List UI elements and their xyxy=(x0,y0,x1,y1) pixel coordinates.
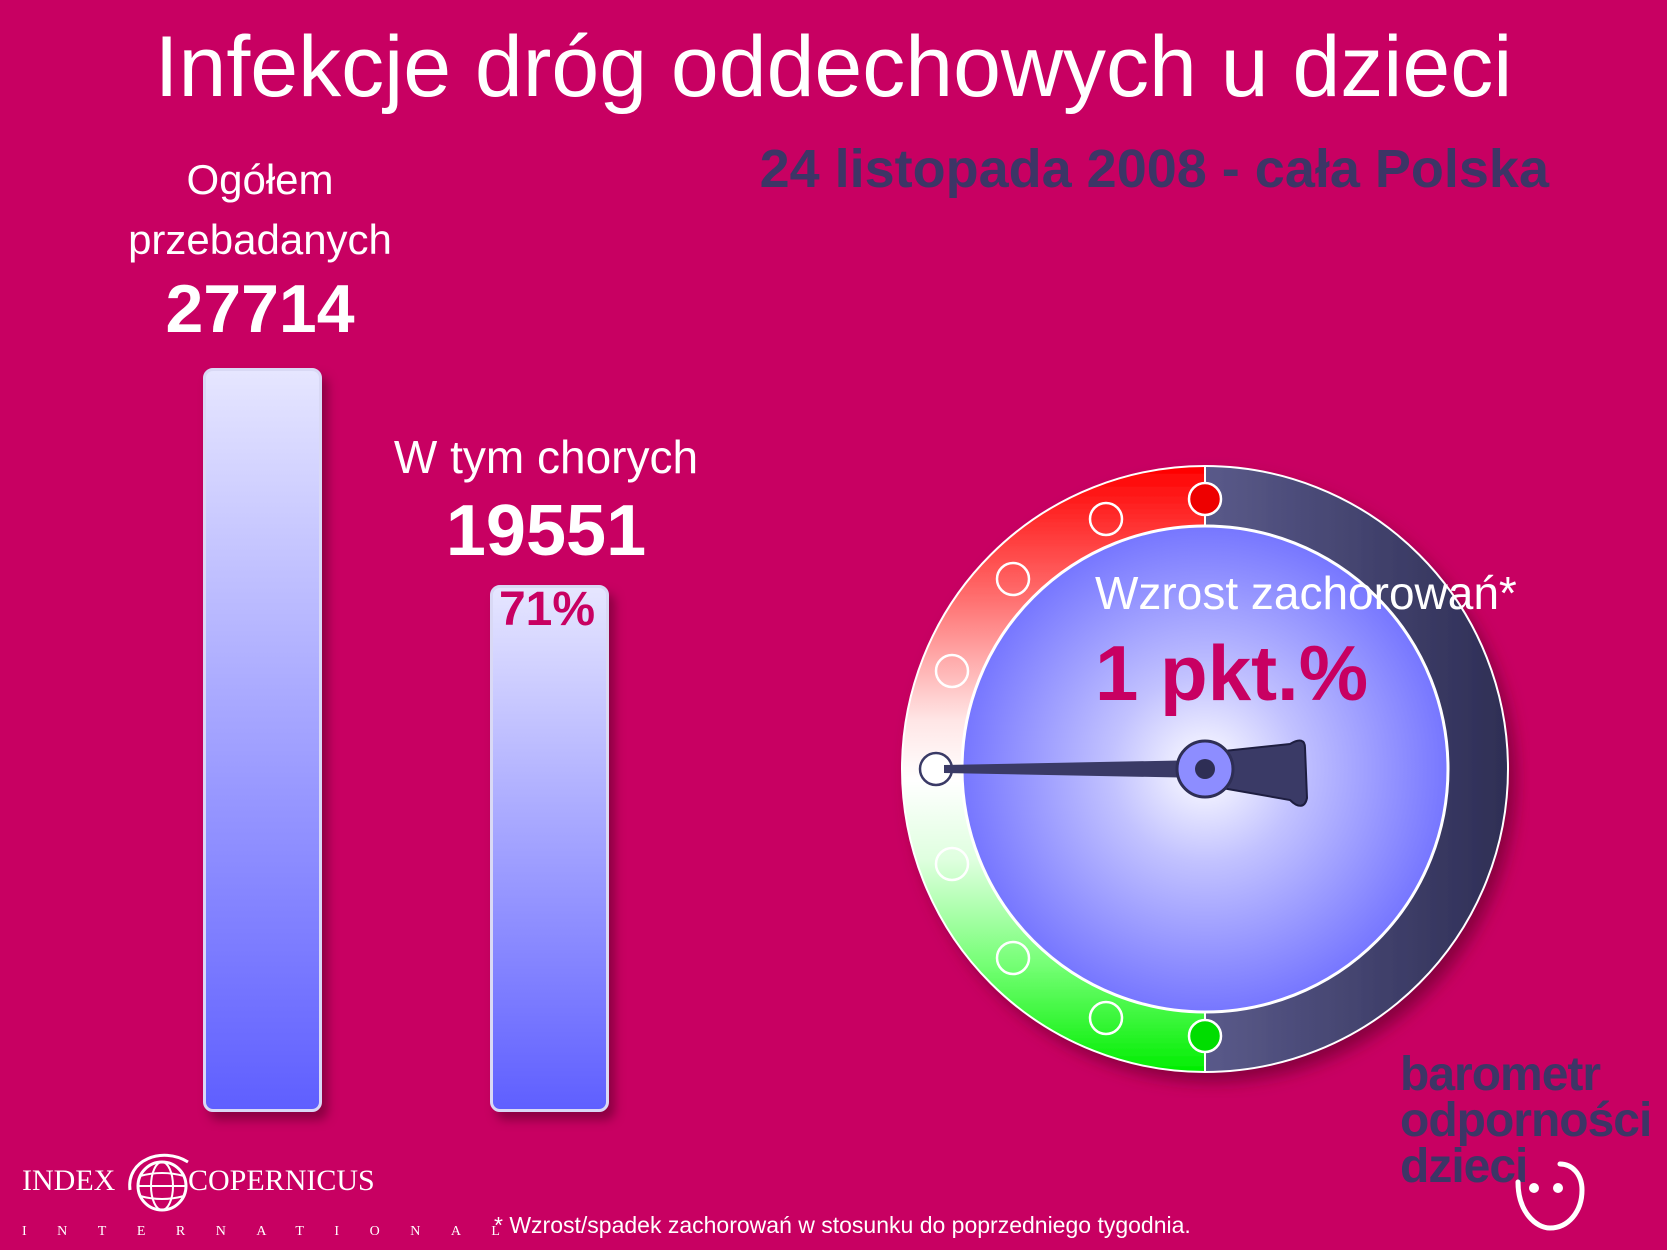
logo-word-copernicus: COPERNICUS xyxy=(188,1164,375,1197)
bar-total xyxy=(203,368,322,1112)
gauge-tick xyxy=(995,561,1031,597)
sick-value: 19551 xyxy=(445,491,647,571)
logo-word-index: INDEX xyxy=(22,1164,116,1197)
total-value: 27714 xyxy=(165,271,355,347)
gauge-tick xyxy=(934,846,970,882)
gauge-label: Wzrost zachorowań* xyxy=(1095,567,1517,619)
smiley-icon xyxy=(1515,1161,1585,1231)
brand-line3: dzieci xyxy=(1400,1140,1528,1193)
gauge-tick xyxy=(1088,501,1124,537)
sick-percent: 71% xyxy=(498,583,596,636)
gauge-value: 1 pkt.% xyxy=(1095,629,1369,717)
gauge-tick xyxy=(995,940,1031,976)
logo-sub-international: INTERNATIONAL xyxy=(22,1224,531,1239)
total-label: Ogółem przebadanych xyxy=(60,150,460,270)
index-copernicus-logo: INDEX COPERNICUS INTERNATIONAL xyxy=(22,1150,530,1240)
brand-logo: barometr odporności dzieci xyxy=(1400,1048,1652,1193)
gauge-tick xyxy=(1187,481,1223,517)
brand-line1: barometr xyxy=(1400,1048,1601,1101)
globe-icon xyxy=(128,1153,189,1212)
gauge-ticks xyxy=(918,481,1223,1054)
sick-label: W tym chorych xyxy=(393,431,699,483)
footnote: * Wzrost/spadek zachorowań w stosunku do… xyxy=(494,1212,1191,1238)
page-subtitle: 24 listopada 2008 - cała Polska xyxy=(759,139,1549,199)
gauge xyxy=(901,465,1509,1073)
total-label-line2: przebadanych xyxy=(128,216,392,263)
total-label-line1: Ogółem xyxy=(186,156,334,203)
bar-sick xyxy=(490,585,609,1112)
gauge-tick xyxy=(934,653,970,689)
brand-line2: odporności xyxy=(1400,1094,1652,1147)
page-title: Infekcje dróg oddechowych u dzieci xyxy=(154,19,1513,115)
gauge-tick xyxy=(1088,1000,1124,1036)
gauge-needle xyxy=(944,739,1309,807)
gauge-tick xyxy=(1187,1018,1223,1054)
